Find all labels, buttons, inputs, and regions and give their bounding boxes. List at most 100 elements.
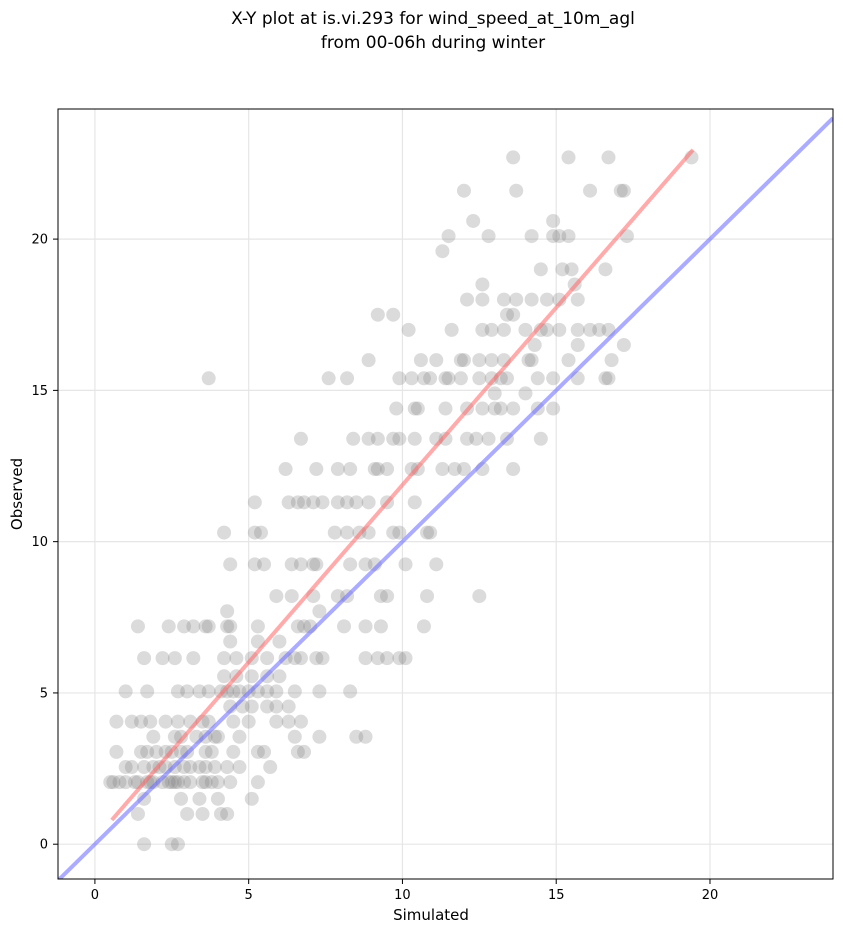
data-point <box>192 760 207 775</box>
data-point <box>186 651 201 666</box>
data-point <box>247 525 262 540</box>
data-point <box>509 292 524 307</box>
data-point <box>269 589 284 604</box>
data-point <box>229 651 244 666</box>
data-point <box>272 669 287 684</box>
data-point <box>287 729 302 744</box>
data-point <box>386 307 401 322</box>
data-point <box>518 322 533 337</box>
data-point <box>456 183 471 198</box>
data-point <box>616 183 631 198</box>
data-point <box>552 229 567 244</box>
data-point <box>416 371 431 386</box>
data-point <box>170 714 185 729</box>
data-point <box>312 604 327 619</box>
data-point <box>441 229 456 244</box>
data-point <box>340 525 355 540</box>
y-tick-label: 20 <box>31 233 48 248</box>
data-point <box>570 292 585 307</box>
data-point <box>592 322 607 337</box>
data-point <box>429 353 444 368</box>
data-point <box>524 292 539 307</box>
data-point <box>244 669 259 684</box>
data-point <box>604 353 619 368</box>
data-point <box>284 557 299 572</box>
data-point <box>389 401 404 416</box>
chart-title-line-1: X-Y plot at is.vi.293 for wind_speed_at_… <box>231 9 635 29</box>
data-point <box>423 525 438 540</box>
data-point <box>149 744 164 759</box>
data-point <box>561 353 576 368</box>
data-point <box>186 619 201 634</box>
data-point <box>367 462 382 477</box>
y-tick-label: 10 <box>31 535 48 550</box>
data-point <box>226 744 241 759</box>
data-point <box>496 322 511 337</box>
data-point <box>343 684 358 699</box>
data-point <box>466 213 481 228</box>
data-point <box>423 371 438 386</box>
data-point <box>312 684 327 699</box>
data-point <box>456 353 471 368</box>
data-point <box>343 557 358 572</box>
data-point <box>358 651 373 666</box>
data-point <box>524 229 539 244</box>
fit-line <box>110 148 695 822</box>
data-point <box>386 431 401 446</box>
data-point <box>250 744 265 759</box>
data-point <box>358 729 373 744</box>
data-point <box>601 371 616 386</box>
axis-ticks: 0 5 10 15 20 0 5 10 15 20 <box>31 233 718 903</box>
data-point <box>130 619 145 634</box>
data-point <box>392 431 407 446</box>
data-point <box>220 684 235 699</box>
data-point <box>137 651 152 666</box>
data-point <box>460 431 475 446</box>
data-point <box>349 729 364 744</box>
data-point <box>290 744 305 759</box>
data-point <box>260 651 275 666</box>
data-point <box>613 183 628 198</box>
x-tick-label: 15 <box>548 888 565 903</box>
data-point <box>272 634 287 649</box>
data-point <box>330 495 345 510</box>
data-point <box>438 401 453 416</box>
data-point <box>484 371 499 386</box>
data-point <box>487 386 502 401</box>
data-point <box>404 371 419 386</box>
data-point <box>140 744 155 759</box>
data-point <box>392 525 407 540</box>
data-point <box>250 619 265 634</box>
data-point <box>177 775 192 790</box>
data-point <box>204 775 219 790</box>
data-point <box>398 557 413 572</box>
data-point <box>217 525 232 540</box>
data-point <box>164 837 179 852</box>
data-point <box>167 775 182 790</box>
data-point <box>475 322 490 337</box>
data-point <box>361 431 376 446</box>
data-point <box>527 337 542 352</box>
data-point <box>174 791 189 806</box>
data-point <box>164 775 179 790</box>
data-point <box>583 183 598 198</box>
data-point <box>253 525 268 540</box>
data-point <box>137 837 152 852</box>
data-point <box>260 684 275 699</box>
data-point <box>521 353 536 368</box>
data-point <box>407 431 422 446</box>
data-point <box>472 371 487 386</box>
data-point <box>155 651 170 666</box>
data-point <box>518 386 533 401</box>
data-point <box>118 775 133 790</box>
data-point <box>140 684 155 699</box>
data-point <box>546 371 561 386</box>
data-point <box>293 557 308 572</box>
data-point <box>220 760 235 775</box>
data-point <box>201 684 216 699</box>
data-point <box>315 495 330 510</box>
data-point <box>161 775 176 790</box>
data-point <box>429 557 444 572</box>
data-point <box>530 371 545 386</box>
data-point <box>340 371 355 386</box>
